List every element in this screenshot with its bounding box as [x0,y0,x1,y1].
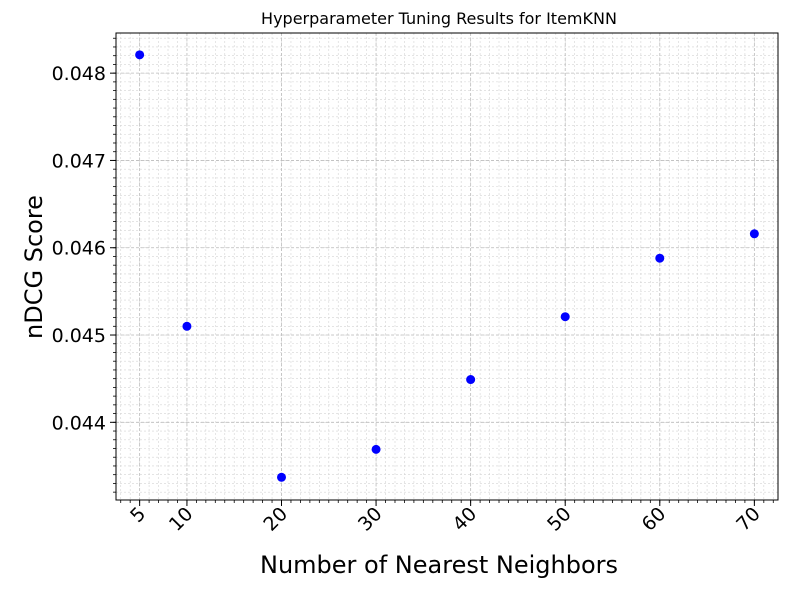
y-axis-ticks: 0.044 0.045 0.046 0.047 0.048 [52,63,116,434]
x-tick-label: 5 [126,503,150,527]
y-tick-label: 0.044 [52,412,106,434]
data-point [655,253,665,263]
y-tick-label: 0.047 [52,150,106,172]
data-point [560,312,570,322]
chart-title: Hyperparameter Tuning Results for ItemKN… [261,9,617,28]
x-tick-label: 50 [543,503,576,536]
scatter-points [135,50,759,482]
data-point [182,321,192,331]
minor-grid [116,33,778,500]
major-grid [116,33,778,500]
data-point [135,50,145,60]
x-tick-label: 60 [638,503,671,536]
x-tick-label: 30 [354,503,387,536]
x-axis-label: Number of Nearest Neighbors [260,551,618,579]
y-tick-label: 0.045 [52,325,106,347]
x-axis-ticks: 5 10 20 30 40 50 60 70 [126,500,765,536]
x-tick-label: 10 [165,503,198,536]
data-point [277,472,286,482]
x-tick-label: 70 [732,503,765,536]
y-tick-label: 0.048 [52,63,106,85]
data-point [466,375,476,385]
x-tick-label: 40 [449,503,482,536]
y-axis-label: nDCG Score [20,195,48,339]
data-point [749,229,759,239]
data-point [371,444,381,454]
x-tick-label: 20 [259,503,292,536]
y-tick-label: 0.046 [52,238,106,260]
plot-frame [115,32,779,501]
